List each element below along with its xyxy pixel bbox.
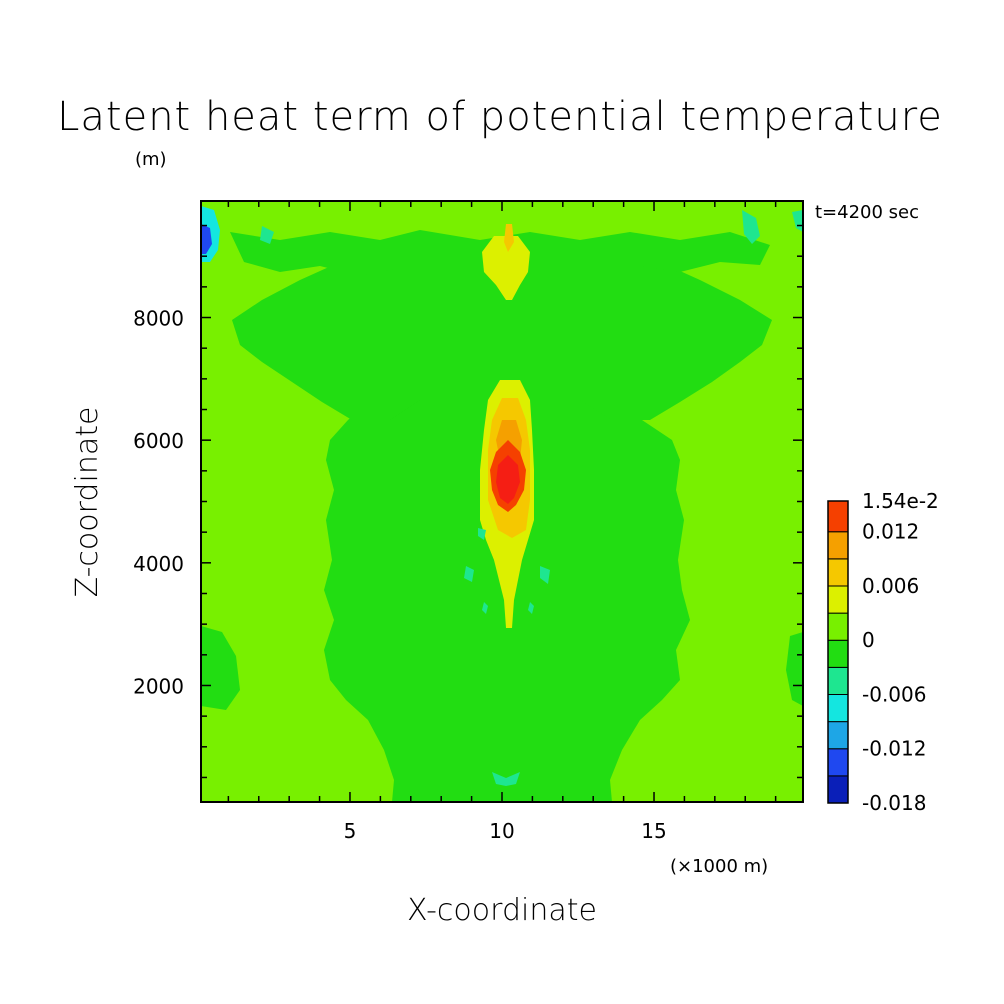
colorbar-labels: -0.018 -0.012 -0.006 0 0.006 0.012 1.54e-2: [862, 489, 939, 815]
y-tick-label: 2000: [133, 674, 184, 698]
colorbar-frame: [827, 500, 849, 804]
contour-top-left-min: [201, 224, 212, 254]
x-axis-ticks: [227, 201, 777, 802]
y-axis-label: Z-coordinate: [70, 407, 105, 598]
x-axis-label: X-coordinate: [407, 893, 597, 928]
colorbar-label: -0.018: [862, 791, 926, 815]
colorbar-swatch: [827, 639, 849, 668]
colorbar-swatch: [827, 721, 849, 750]
colorbar: [827, 500, 849, 804]
contour-bottom-neg-spot: [492, 772, 520, 786]
colorbar-swatch: [827, 531, 849, 560]
colorbar-swatch: [827, 612, 849, 641]
colorbar-label: -0.006: [862, 682, 926, 706]
colorbar-swatch: [827, 748, 849, 777]
colorbar-swatch: [827, 500, 849, 533]
x-tick-label: 15: [641, 819, 666, 843]
y-tick-label: 6000: [133, 429, 184, 453]
chart-title: Latent heat term of potential temperatur…: [57, 94, 943, 140]
y-tick-label: 4000: [133, 552, 184, 576]
y-tick-label: 8000: [133, 307, 184, 331]
contour-upper-warm-core: [504, 224, 514, 252]
contour-column-red-core: [496, 455, 520, 504]
x-tick-label: 10: [489, 819, 514, 843]
x-tick-label: 5: [344, 819, 357, 843]
colorbar-swatch: [827, 775, 849, 804]
y-unit-label: (m): [135, 149, 167, 170]
contour-band-upper: [232, 250, 772, 420]
colorbar-swatch: [827, 666, 849, 695]
colorbar-swatch: [827, 585, 849, 614]
colorbar-swatch: [827, 558, 849, 587]
colorbar-label: 0.012: [862, 520, 919, 544]
time-annotation: t=4200 sec: [815, 202, 919, 223]
contour-field: [201, 201, 803, 802]
y-axis-tick-labels: 2000 4000 6000 8000: [133, 307, 184, 699]
colorbar-label: 0.006: [862, 574, 919, 598]
colorbar-label: 0: [862, 628, 875, 652]
x-axis-tick-labels: 5 10 15: [344, 819, 667, 843]
contour-upper-warm-band: [482, 236, 530, 300]
colorbar-swatch: [827, 693, 849, 723]
y-axis-ticks: [201, 224, 803, 779]
x-unit-label: (×1000 m): [670, 856, 768, 877]
colorbar-label: 1.54e-2: [862, 489, 939, 513]
colorbar-label: -0.012: [862, 737, 926, 761]
